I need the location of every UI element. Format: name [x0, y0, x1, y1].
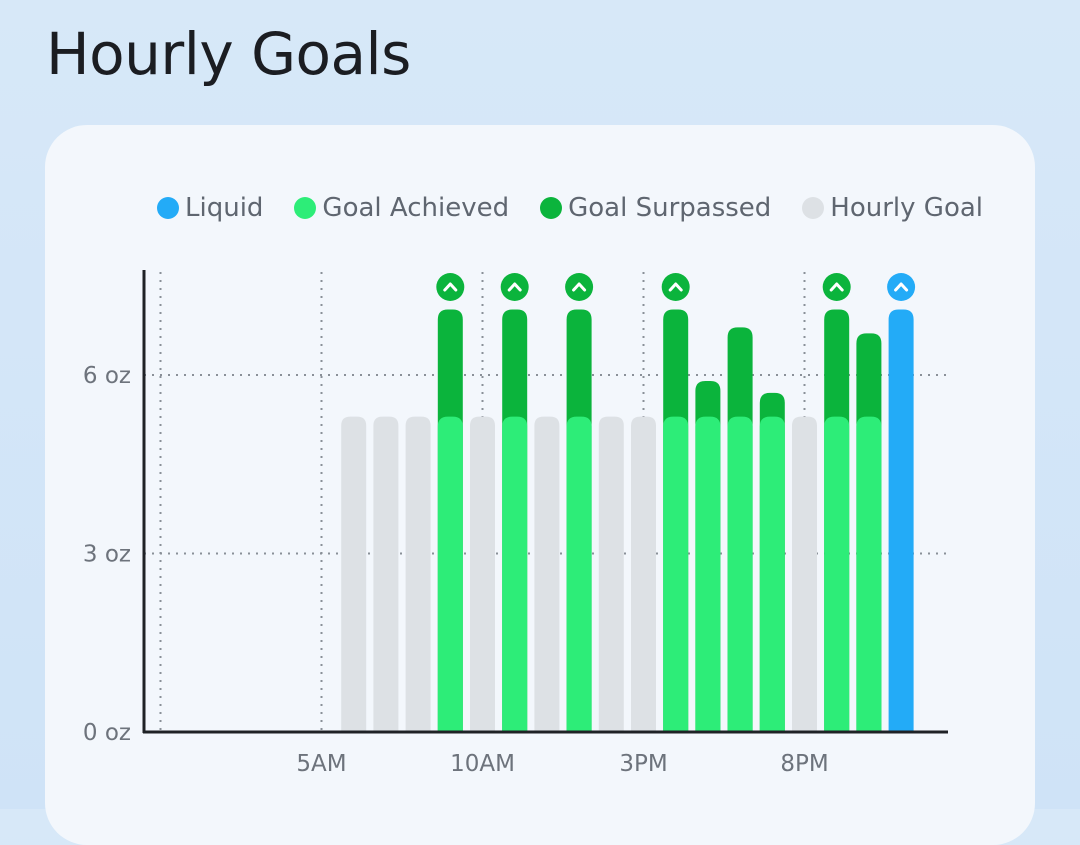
hourly-goal-bar	[470, 416, 495, 732]
y-tick-label: 0 oz	[83, 720, 131, 746]
goal-marker-icon	[661, 273, 690, 301]
chevron-up-icon	[894, 282, 909, 292]
goal-achieved-bar	[566, 416, 592, 732]
goal-marker-icon	[436, 273, 465, 301]
x-tick-label: 5AM	[296, 751, 346, 777]
goal-surpassed-swatch-icon	[540, 197, 563, 219]
goal-achieved-swatch-icon	[294, 197, 317, 219]
hourly-goal-bar	[341, 416, 367, 732]
goal-achieved-bar	[437, 416, 463, 732]
goal-achieved-bar	[695, 416, 721, 732]
hourly-goal-swatch-icon	[802, 197, 825, 219]
y-tick-label: 3 oz	[83, 542, 131, 568]
liquid-swatch-icon	[157, 197, 179, 219]
hourly-goals-chart: 0 oz 3 oz 6 oz 5AM 10AM 3PM 8PM	[83, 270, 948, 777]
hourly-goal-bar	[792, 416, 817, 732]
chevron-up-icon	[829, 282, 844, 292]
goal-achieved-bar	[663, 416, 689, 732]
legend-item-hourly-goal[interactable]: Hourly Goal	[802, 193, 983, 223]
y-tick-label: 6 oz	[83, 363, 131, 389]
hourly-goal-bar	[534, 416, 560, 732]
hourly-goal-bar	[631, 416, 656, 732]
chevron-up-icon	[572, 282, 587, 292]
goal-marker-icon	[887, 273, 916, 301]
chevron-up-icon	[443, 282, 458, 292]
legend-label: Hourly Goal	[830, 193, 984, 223]
chevron-up-icon	[668, 282, 683, 292]
goal-achieved-bar	[759, 416, 785, 732]
goal-marker-icon	[500, 273, 529, 301]
x-tick-label: 10AM	[450, 751, 515, 777]
chart-legend: Liquid Goal Achieved Goal Surpassed Hour…	[157, 193, 983, 223]
legend-item-liquid[interactable]: Liquid	[157, 193, 263, 223]
x-tick-label: 8PM	[780, 751, 828, 777]
legend-item-goal-surpassed[interactable]: Goal Surpassed	[540, 193, 771, 223]
goal-achieved-bar	[727, 416, 753, 732]
goal-marker-icon	[565, 273, 594, 301]
legend-label: Goal Achieved	[322, 193, 510, 223]
hourly-goal-bar	[405, 416, 431, 732]
goal-achieved-bar	[824, 416, 850, 732]
page-title: Hourly Goals	[46, 20, 411, 88]
goal-achieved-bar	[502, 416, 528, 732]
liquid-bar	[888, 309, 914, 732]
hourly-goal-bar	[598, 416, 624, 732]
legend-item-goal-achieved[interactable]: Goal Achieved	[294, 193, 509, 223]
goal-marker-icon	[822, 273, 851, 301]
hourly-goal-bar	[373, 416, 399, 732]
legend-label: Goal Surpassed	[568, 193, 772, 223]
legend-label: Liquid	[185, 193, 264, 223]
goal-achieved-bar	[856, 416, 882, 732]
chevron-up-icon	[507, 282, 522, 292]
x-tick-label: 3PM	[619, 751, 667, 777]
